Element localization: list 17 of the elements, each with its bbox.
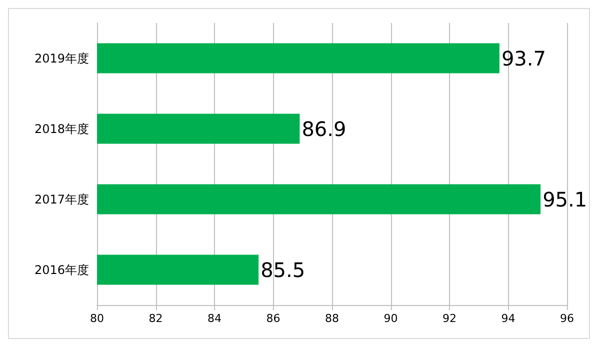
x-tick-label: 82: [148, 312, 163, 325]
data-label: 86.9: [302, 116, 346, 141]
x-tick-label: 86: [266, 312, 280, 325]
x-tick-label: 92: [442, 312, 456, 325]
x-tick-label: 80: [90, 312, 104, 325]
y-tick-label: 2018年度: [34, 122, 89, 136]
x-tick-label: 96: [560, 312, 574, 325]
y-tick-label: 2017年度: [34, 192, 89, 206]
data-label: 85.5: [260, 258, 306, 282]
data-label: 93.7: [501, 46, 546, 70]
x-tick-label: 90: [384, 312, 398, 325]
data-label: 95.1: [542, 187, 588, 212]
y-tick-label: 2016年度: [34, 262, 89, 277]
y-tick-label: 2019年度: [34, 51, 89, 66]
x-tick-label: 88: [325, 312, 339, 325]
x-tick-label: 84: [208, 312, 222, 325]
x-tick-label: 94: [501, 312, 516, 325]
